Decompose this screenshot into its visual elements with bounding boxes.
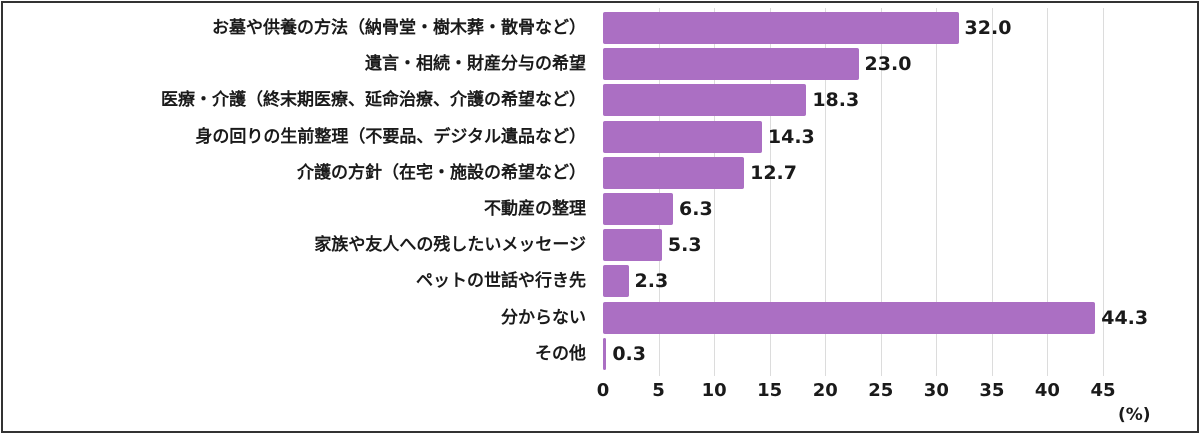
bar — [603, 84, 807, 117]
category-label: お墓や供養の方法（納骨堂・樹木葬・散骨など） — [212, 18, 586, 38]
x-tick-label: 45 — [1090, 380, 1116, 401]
value-label: 0.3 — [612, 342, 646, 365]
x-tick-label: 0 — [596, 380, 610, 401]
bar-row: お墓や供養の方法（納骨堂・樹木葬・散骨など） 32.0 — [0, 12, 1200, 44]
bar — [603, 229, 662, 262]
bar-row: 医療・介護（終末期医療、延命治療、介護の希望など） 18.3 — [0, 84, 1200, 117]
gridline — [658, 8, 660, 376]
value-label: 2.3 — [634, 270, 669, 293]
bar — [603, 337, 607, 370]
x-tick-label: 30 — [923, 380, 949, 401]
category-label: 身の回りの生前整理（不要品、デジタル遺品など） — [195, 126, 586, 147]
bar-row: 不動産の整理 6.3 — [0, 193, 1200, 225]
gridline — [991, 8, 993, 376]
x-axis-unit-label: (%) — [1118, 405, 1151, 425]
gridline — [825, 8, 827, 376]
x-tick-label: 35 — [979, 380, 1005, 401]
value-label: 14.3 — [767, 125, 815, 148]
value-label: 23.0 — [864, 53, 912, 76]
bar-row: 身の回りの生前整理（不要品、デジタル遺品など） 14.3 — [0, 120, 1200, 153]
x-tick-label: 40 — [1034, 380, 1060, 401]
x-tick-label: 15 — [757, 380, 783, 401]
bar — [603, 265, 629, 298]
category-label: その他 — [535, 343, 586, 364]
bar-row: 分からない 44.3 — [0, 301, 1200, 334]
gridline — [1103, 8, 1104, 376]
bar-row: その他 0.3 — [0, 337, 1200, 370]
bar — [603, 120, 762, 153]
value-label: 5.3 — [667, 234, 702, 257]
bar — [603, 12, 959, 44]
category-label: 医療・介護（終末期医療、延命治療、介護の希望など） — [161, 90, 586, 111]
gridline — [936, 8, 938, 376]
category-label: ペットの世話や行き先 — [416, 271, 586, 292]
category-label: 家族や友人への残したいメッセージ — [314, 235, 586, 256]
category-label: 分からない — [501, 307, 586, 328]
category-label: 遺言・相続・財産分与の希望 — [365, 54, 586, 75]
value-label: 12.7 — [750, 161, 797, 184]
gridline — [880, 8, 882, 376]
bar — [603, 301, 1096, 334]
gridline — [1047, 8, 1049, 376]
gridline — [714, 8, 716, 376]
bar-row: 介護の方針（在宅・施設の希望など） 12.7 — [0, 156, 1200, 189]
value-label: 44.3 — [1101, 306, 1149, 329]
value-label: 6.3 — [679, 198, 713, 220]
value-label: 18.3 — [812, 89, 860, 112]
bar-row: 家族や友人への残したいメッセージ 5.3 — [0, 229, 1200, 262]
bar — [603, 156, 745, 189]
x-tick-label: 20 — [812, 380, 838, 401]
category-label: 不動産の整理 — [484, 199, 586, 219]
bar — [603, 193, 673, 225]
x-tick-label: 5 — [652, 380, 665, 401]
category-label: 介護の方針（在宅・施設の希望など） — [297, 162, 586, 183]
x-tick-label: 25 — [868, 380, 894, 401]
bar-row: 遺言・相続・財産分与の希望 23.0 — [0, 48, 1200, 81]
value-label: 32.0 — [964, 17, 1012, 39]
x-tick-label: 10 — [701, 380, 727, 401]
bar — [603, 48, 859, 81]
bar-row: ペットの世話や行き先 2.3 — [0, 265, 1200, 298]
gridline — [769, 8, 771, 376]
plot-area — [603, 8, 1163, 376]
